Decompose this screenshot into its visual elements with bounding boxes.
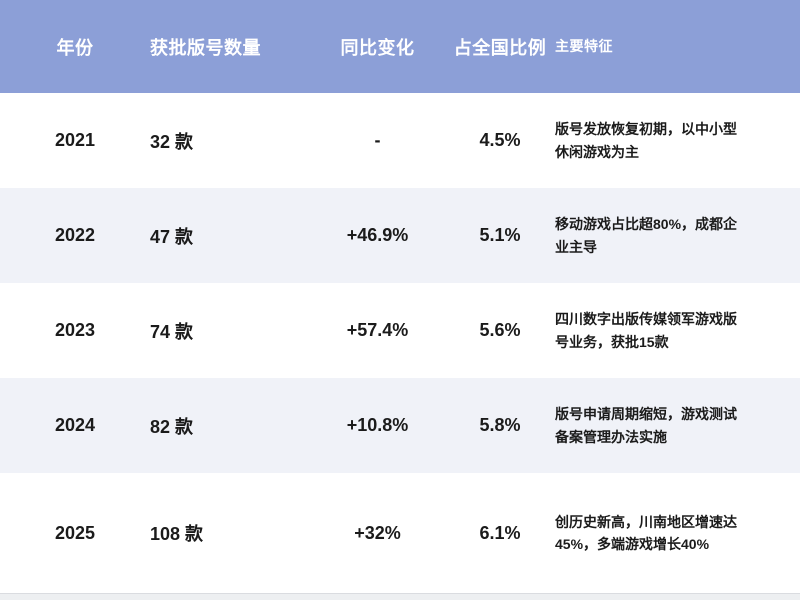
key-features-cell: 移动游戏占比超80%，成都企业主导	[555, 216, 738, 255]
table-row-2025: 2025 108 款 +32% 6.1% 创历史新高，川南地区增速达45%，多端…	[0, 473, 800, 593]
header-year: 年份	[56, 37, 94, 58]
approved-count-cell: 32 款	[150, 131, 194, 152]
key-features-cell: 创历史新高，川南地区增速达45%，多端游戏增长40%	[555, 513, 737, 552]
approved-count-cell: 47 款	[150, 226, 194, 247]
national-share-cell: 5.1%	[479, 225, 521, 245]
yoy-change-cell: +57.4%	[346, 320, 409, 340]
approved-count-cell: 82 款	[150, 416, 194, 437]
national-share-cell: 5.6%	[479, 320, 521, 340]
year-cell: 2025	[54, 522, 96, 543]
key-features-cell: 版号申请周期缩短，游戏测试备案管理办法实施	[555, 406, 737, 445]
bottom-divider-strip	[0, 593, 800, 600]
national-share-cell: 5.8%	[479, 415, 521, 435]
year-cell: 2022	[54, 225, 96, 245]
table-row-2021: 2021 32 款 - 4.5% 版号发放恢复初期，以中小型休闲游戏为主	[0, 93, 800, 188]
approved-count-cell: 108 款	[150, 524, 204, 544]
header-yoy-change: 同比变化	[340, 37, 415, 58]
year-cell: 2023	[54, 320, 96, 340]
yoy-change-cell: +10.8%	[346, 415, 409, 435]
table-row-2023: 2023 74 款 +57.4% 5.6% 四川数字出版传媒领军游戏版号业务，获…	[0, 283, 800, 378]
national-share-cell: 4.5%	[479, 130, 521, 150]
year-cell: 2024	[54, 415, 96, 435]
table-row-2022: 2022 47 款 +46.9% 5.1% 移动游戏占比超80%，成都企业主导	[0, 188, 800, 283]
header-approved-count: 获批版号数量	[150, 37, 261, 58]
header-key-features: 主要特征	[555, 38, 613, 55]
national-share-cell: 6.1%	[479, 522, 521, 543]
approved-count-cell: 74 款	[150, 321, 194, 342]
yoy-change-cell: +46.9%	[346, 225, 409, 245]
year-cell: 2021	[54, 130, 96, 150]
header-national-share: 占全国比例	[453, 37, 547, 58]
key-features-cell: 版号发放恢复初期，以中小型休闲游戏为主	[555, 121, 737, 160]
key-features-cell: 四川数字出版传媒领军游戏版号业务，获批15款	[555, 311, 737, 350]
table-header-row: 年份 获批版号数量 同比变化 占全国比例 主要特征	[0, 0, 800, 93]
yoy-change-cell: +32%	[354, 522, 401, 543]
table-row-2024: 2024 82 款 +10.8% 5.8% 版号申请周期缩短，游戏测试备案管理办…	[0, 378, 800, 473]
yoy-change-cell: -	[374, 130, 381, 150]
